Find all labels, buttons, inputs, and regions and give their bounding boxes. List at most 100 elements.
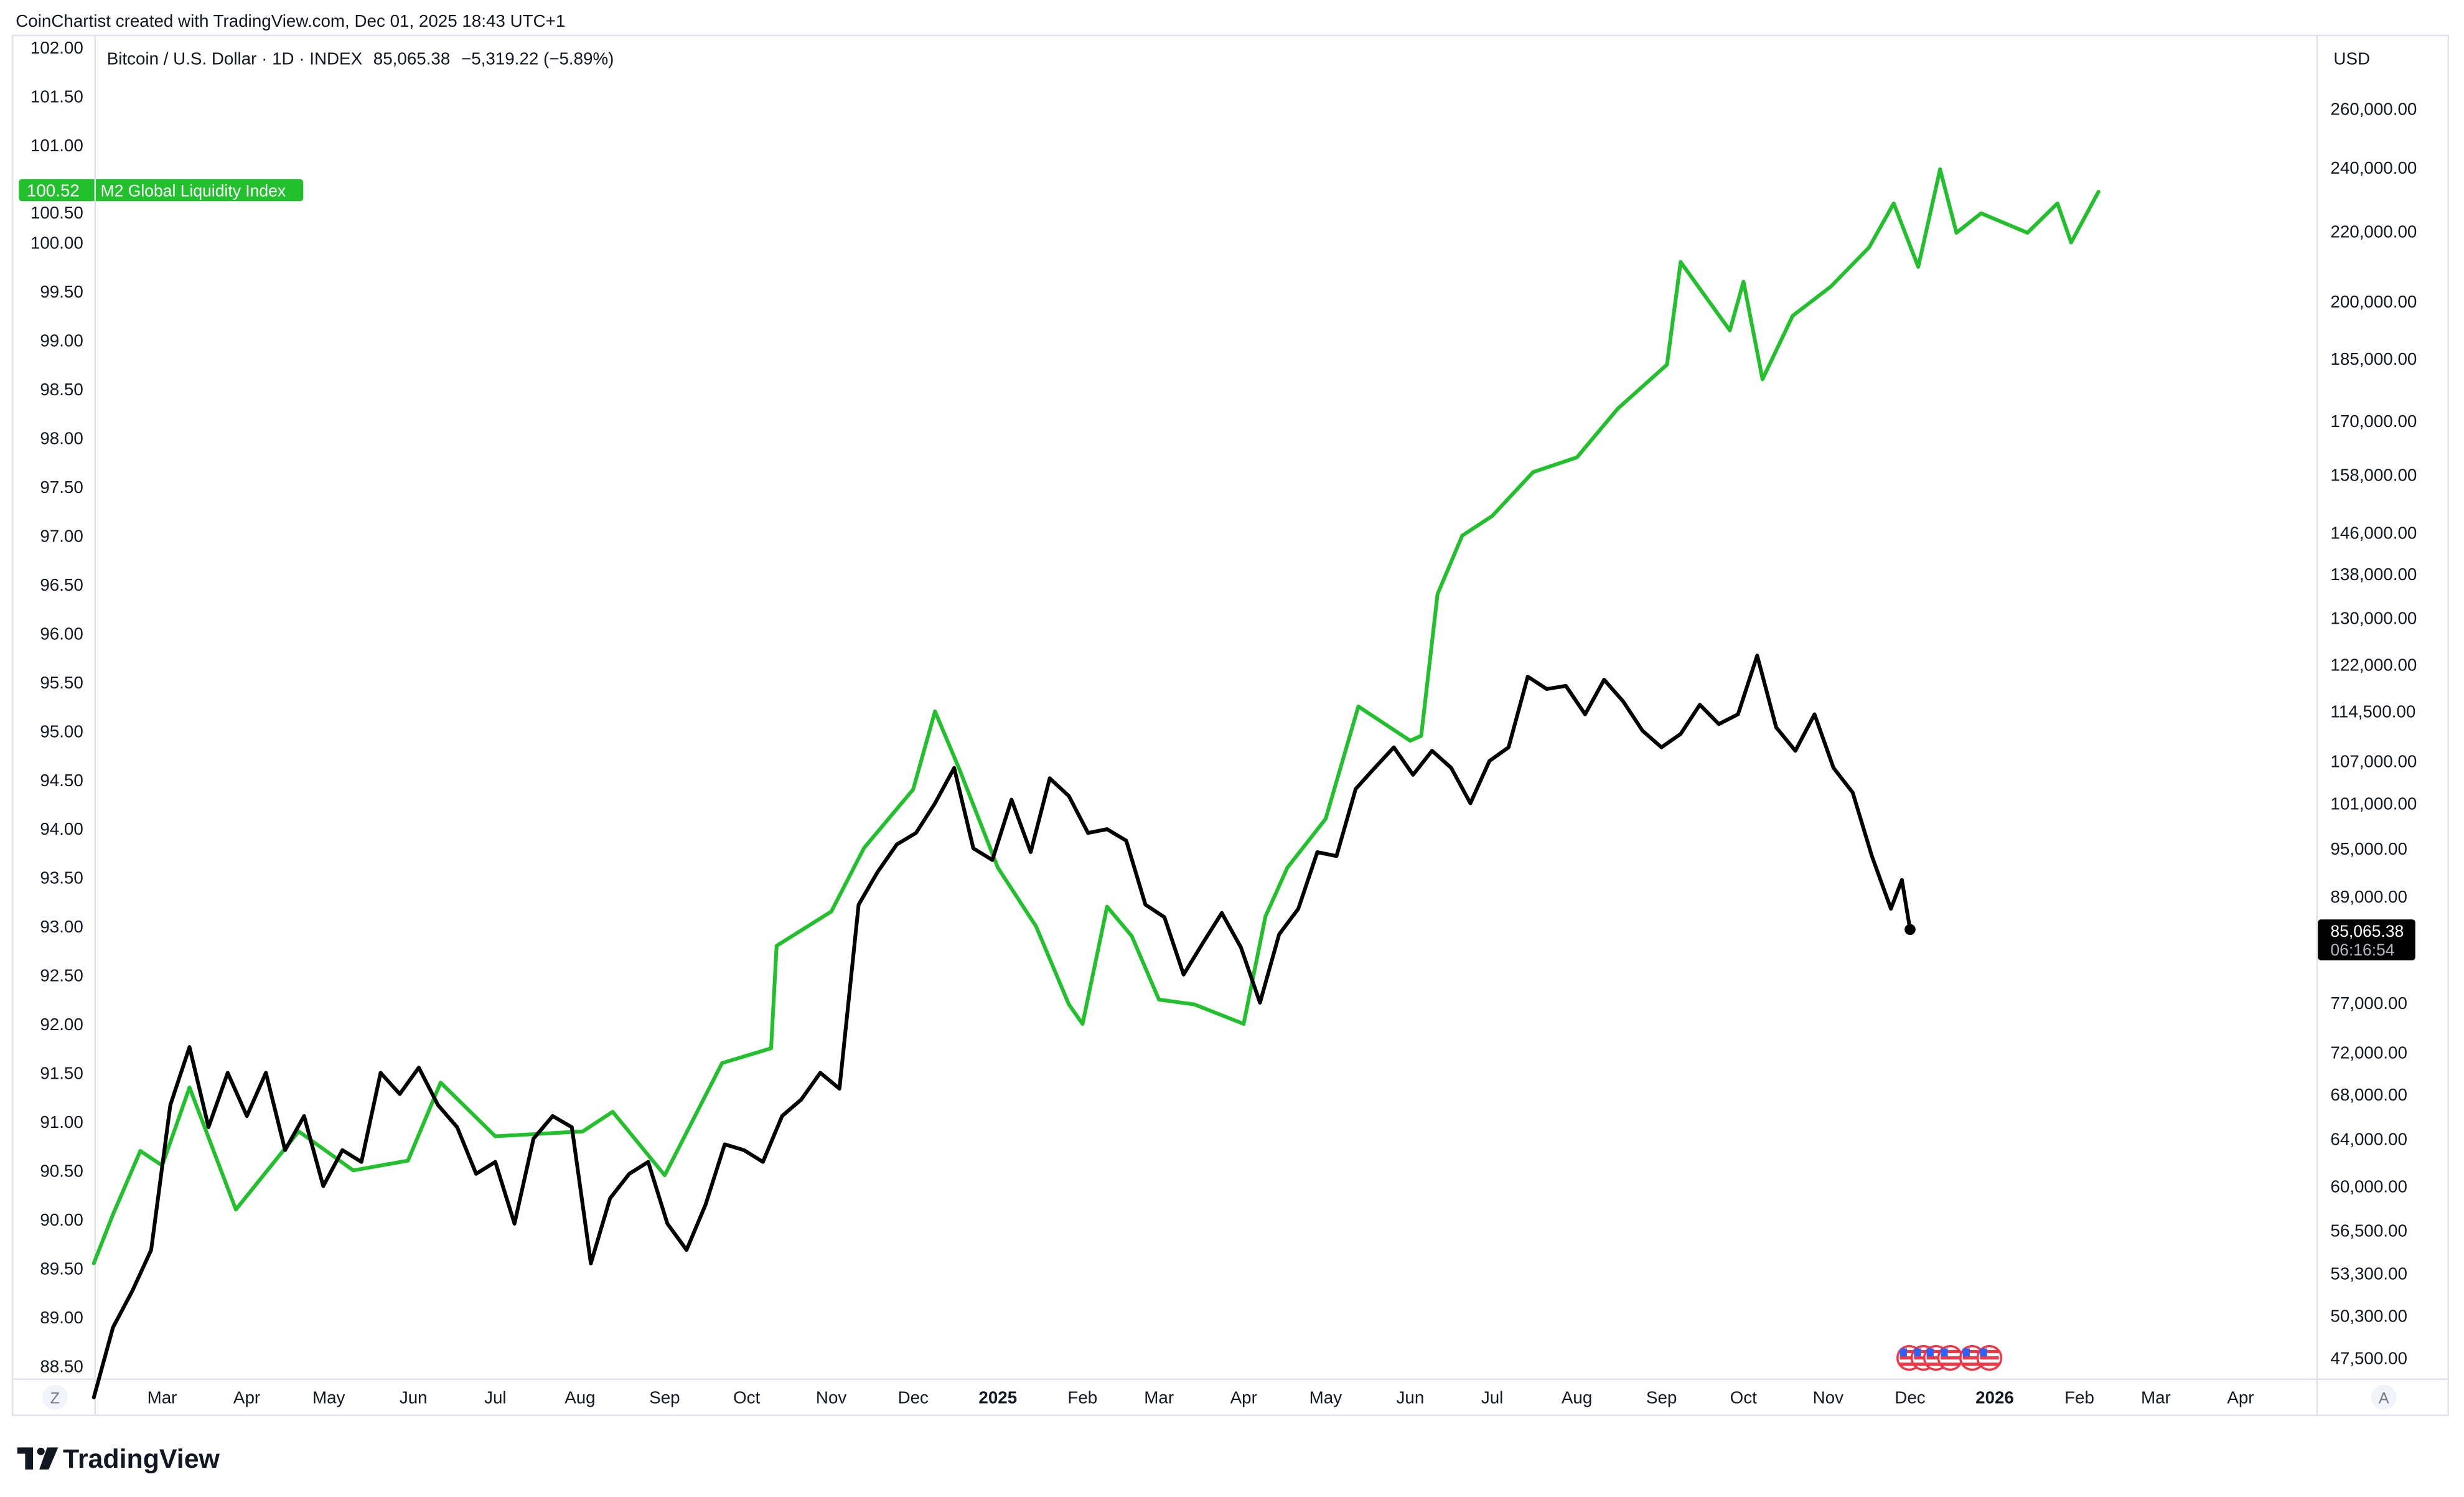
btc-price-badge-value: 85,065.38 — [2330, 922, 2404, 941]
left-axis-tick: 98.50 — [40, 380, 83, 399]
left-axis-tick: 93.50 — [40, 868, 83, 888]
chart-frame — [11, 34, 2450, 1416]
right-axis-tick: 130,000.00 — [2330, 609, 2417, 628]
time-axis-tick: Mar — [148, 1388, 177, 1407]
right-axis-tick: 89,000.00 — [2330, 887, 2407, 906]
left-axis-tick: 101.50 — [30, 87, 83, 106]
legend-symbol: Bitcoin / U.S. Dollar · 1D · INDEX — [107, 49, 362, 68]
time-axis-tick: May — [1309, 1388, 1342, 1407]
right-price-scale[interactable]: 260,000.00 240,000.00 220,000.00 200,000.00… — [2330, 99, 2417, 1368]
time-axis-tick: 2026 — [1975, 1388, 2014, 1407]
left-axis-tick: 99.50 — [40, 282, 83, 301]
right-axis-tick: 60,000.00 — [2330, 1177, 2407, 1196]
right-axis-tick: 68,000.00 — [2330, 1085, 2407, 1104]
scale-auto-label: A — [2379, 1390, 2389, 1407]
time-axis-tick: Jul — [1481, 1388, 1504, 1407]
right-axis-tick: 220,000.00 — [2330, 222, 2417, 242]
m2-value-badge — [19, 179, 304, 202]
time-axis-tick: Oct — [733, 1388, 760, 1407]
right-axis-tick: 56,500.00 — [2330, 1221, 2407, 1241]
left-axis-tick: 90.50 — [40, 1161, 83, 1180]
time-scale[interactable]: Mar Apr May Jun Jul Aug Sep Oct Nov Dec 2025 Feb Mar… — [148, 1388, 2254, 1407]
right-axis-tick: 240,000.00 — [2330, 158, 2417, 177]
legend-change: −5,319.22 (−5.89%) — [461, 49, 614, 68]
left-axis-tick: 99.00 — [40, 331, 83, 350]
time-axis-tick: Feb — [2064, 1388, 2094, 1407]
right-axis-tick: 114,500.00 — [2330, 702, 2415, 721]
right-axis-tick: 53,300.00 — [2330, 1264, 2407, 1283]
series-layer — [91, 167, 2101, 1400]
right-axis-tick: 122,000.00 — [2330, 655, 2417, 675]
time-axis-tick: Mar — [2141, 1388, 2171, 1407]
time-axis-tick: Aug — [564, 1388, 595, 1407]
left-axis-tick: 98.00 — [40, 429, 83, 448]
left-axis-tick: 95.00 — [40, 721, 83, 741]
left-axis-tick: 96.50 — [40, 575, 83, 594]
time-axis-tick: Jul — [484, 1388, 507, 1407]
left-axis-tick: 91.50 — [40, 1064, 83, 1083]
left-axis-tick: 100.50 — [30, 203, 83, 222]
time-axis-tick: Dec — [898, 1388, 929, 1407]
right-axis-tick: 50,300.00 — [2330, 1307, 2407, 1326]
left-price-scale[interactable]: 102.00 101.50 101.00 100.50 100.00 99.50 99.00… — [30, 38, 83, 1376]
btc-last-price-dot — [1904, 924, 1916, 936]
left-axis-tick: 97.00 — [40, 526, 83, 545]
time-axis-tick: Feb — [1067, 1388, 1097, 1407]
us-flag-event-icon[interactable] — [1976, 1344, 2003, 1371]
scale-z-button[interactable] — [42, 1384, 68, 1410]
time-axis-tick: Aug — [1562, 1388, 1592, 1407]
tradingview-logo[interactable]: TradingView — [17, 1444, 220, 1474]
right-axis-tick: 158,000.00 — [2330, 465, 2417, 484]
time-axis-tick: Sep — [1646, 1388, 1677, 1407]
right-axis-tick: 138,000.00 — [2330, 565, 2417, 584]
left-axis-tick: 96.00 — [40, 624, 83, 643]
left-axis-tick: 97.50 — [40, 477, 83, 497]
tradingview-logo-text: TradingView — [63, 1444, 220, 1474]
left-axis-tick: 88.50 — [40, 1356, 83, 1376]
m2-liquidity-line — [91, 167, 2101, 1265]
left-axis-tick: 90.00 — [40, 1210, 83, 1229]
left-axis-tick: 92.00 — [40, 1015, 83, 1034]
left-axis-tick: 92.50 — [40, 966, 83, 985]
right-axis-tick: 101,000.00 — [2330, 794, 2417, 814]
logo-dot — [37, 1447, 45, 1455]
legend-last-price: 85,065.38 — [373, 49, 451, 68]
left-axis-tick: 91.00 — [40, 1112, 83, 1132]
time-axis-tick: 2025 — [978, 1388, 1017, 1407]
left-axis-tick: 89.50 — [40, 1259, 83, 1278]
right-axis-tick: 200,000.00 — [2330, 292, 2417, 311]
attribution-text: CoinChartist created with TradingView.co… — [16, 11, 565, 31]
left-axis-tick: 89.00 — [40, 1308, 83, 1327]
us-flag-event-icon[interactable] — [1937, 1344, 1964, 1371]
time-axis-tick: Apr — [1230, 1388, 1257, 1407]
right-axis-tick: 64,000.00 — [2330, 1129, 2407, 1148]
right-axis-tick: 260,000.00 — [2330, 99, 2417, 118]
time-axis-tick: Dec — [1895, 1388, 1925, 1407]
time-axis-tick: Jun — [1397, 1388, 1425, 1407]
btc-price-line — [91, 654, 1913, 1400]
left-axis-tick: 95.50 — [40, 673, 83, 692]
btc-price-badge — [2318, 919, 2415, 960]
economic-events[interactable] — [1896, 1344, 2003, 1371]
scale-z-label: Z — [50, 1390, 60, 1407]
left-axis-tick: 94.00 — [40, 819, 83, 838]
time-axis-tick: Mar — [1144, 1388, 1174, 1407]
scale-auto-button[interactable] — [2371, 1384, 2397, 1410]
right-axis-tick: 72,000.00 — [2330, 1043, 2407, 1062]
right-axis-tick: 107,000.00 — [2330, 752, 2417, 771]
left-axis-tick: 100.00 — [30, 233, 83, 253]
time-axis-tick: Jun — [400, 1388, 428, 1407]
time-axis-tick: Apr — [2227, 1388, 2254, 1407]
time-axis-tick: Nov — [816, 1388, 846, 1407]
time-axis-tick: Oct — [1730, 1388, 1757, 1407]
time-axis-tick: Apr — [233, 1388, 260, 1407]
left-axis-tick: 101.00 — [30, 136, 83, 155]
right-axis-tick: 146,000.00 — [2330, 523, 2417, 543]
logo-slash — [39, 1447, 59, 1470]
time-axis-tick: Sep — [649, 1388, 680, 1407]
bar-countdown: 06:16:54 — [2330, 941, 2394, 959]
right-axis-tick: 77,000.00 — [2330, 993, 2407, 1013]
right-axis-tick: 185,000.00 — [2330, 349, 2417, 368]
m2-badge-value: 100.52 — [27, 181, 80, 200]
